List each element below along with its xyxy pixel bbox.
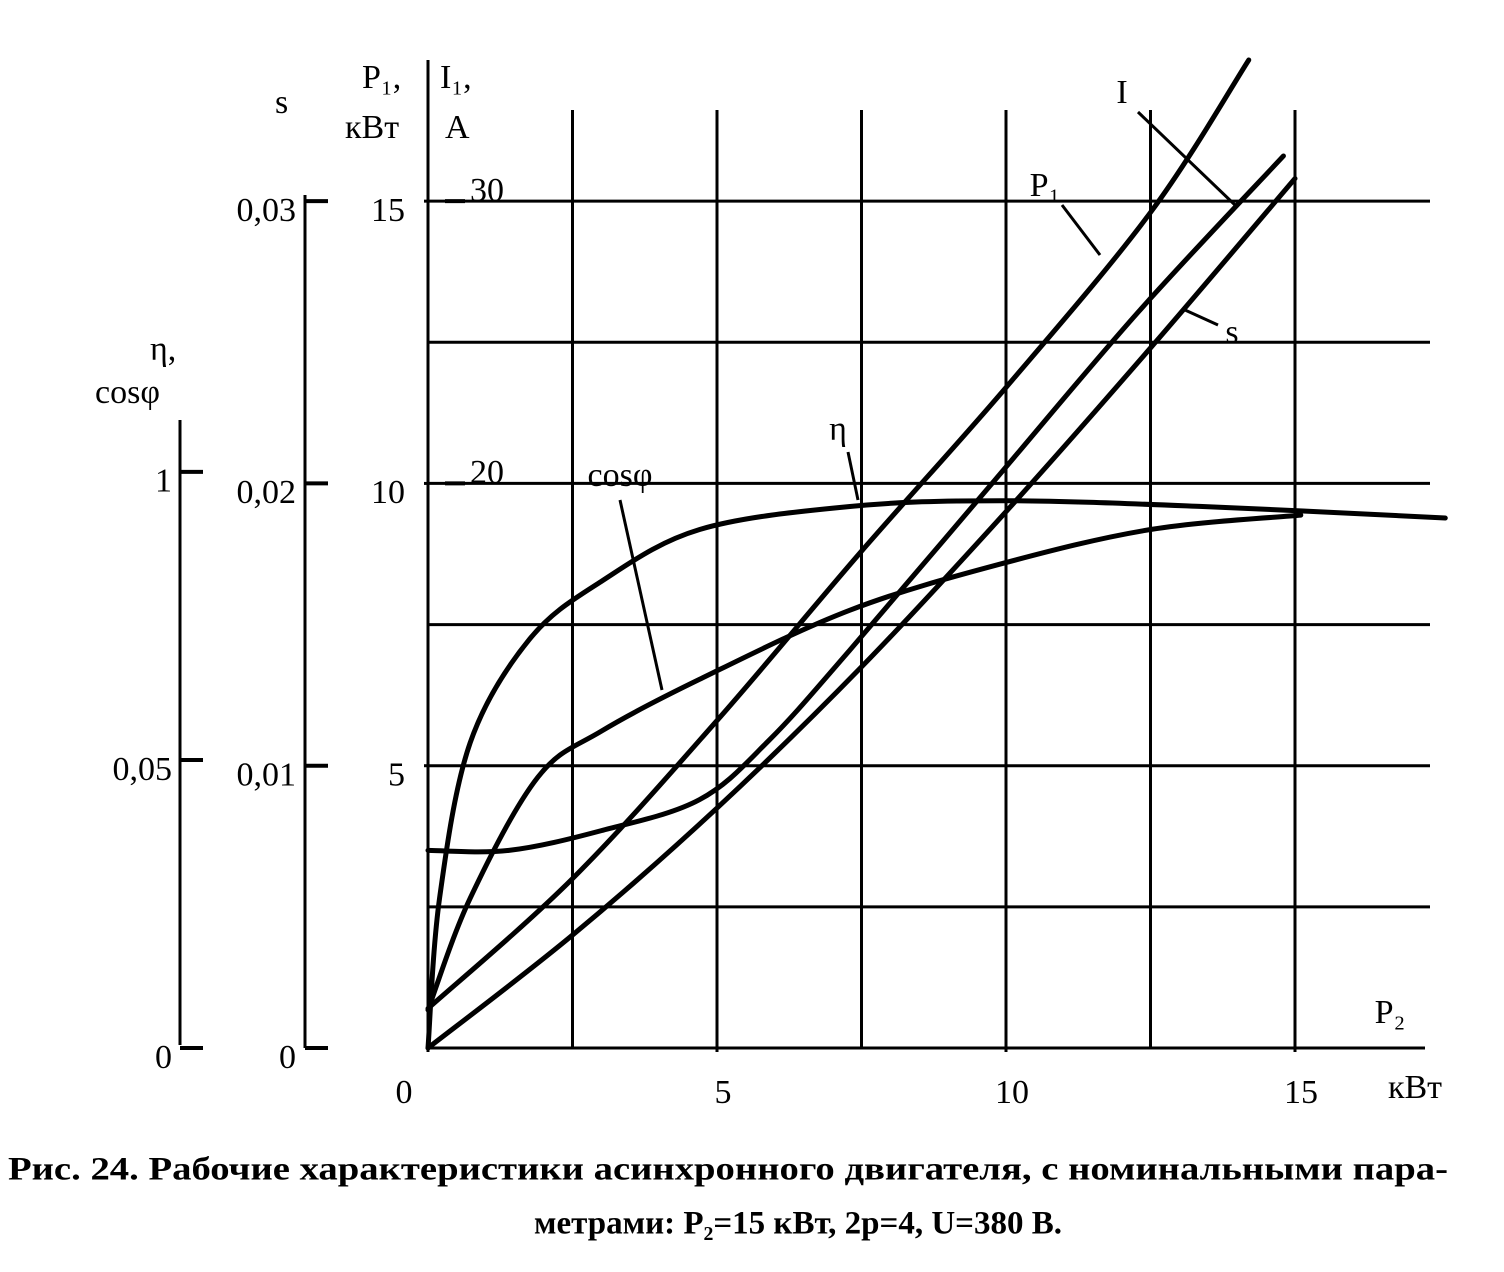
curve xyxy=(425,512,1304,1013)
y-tick-label: 5 xyxy=(388,757,405,794)
curve xyxy=(425,153,1286,855)
y-tick-label: 20 xyxy=(470,454,504,491)
series-label: cosφ xyxy=(588,457,653,494)
y-tick-label: 0,02 xyxy=(237,474,297,511)
curve xyxy=(425,176,1298,1051)
curve xyxy=(425,57,1252,1011)
y-axis-label: η, xyxy=(150,331,176,368)
x-tick-label: 15 xyxy=(1284,1074,1318,1111)
leader-line xyxy=(846,451,860,501)
x-tick-label: 0 xyxy=(396,1074,413,1111)
y-tick-label: 10 xyxy=(371,474,405,511)
curve xyxy=(425,498,1448,1051)
y-tick-label: 15 xyxy=(371,192,405,229)
y-axis-label: кВт xyxy=(345,109,399,146)
series-label: I xyxy=(1116,74,1127,111)
series-label: s xyxy=(1225,314,1238,351)
leader-line xyxy=(618,499,664,691)
y-axis-label: P₁, xyxy=(362,59,401,96)
leader-line xyxy=(1060,204,1102,256)
series-label: P₁ xyxy=(1030,167,1061,204)
y-axis-label: A xyxy=(445,109,470,146)
y-tick-label: 0,01 xyxy=(237,757,297,794)
leader-line xyxy=(1136,110,1237,207)
y-axis-label: s xyxy=(275,84,288,121)
x-axis-label: P₂ xyxy=(1375,994,1406,1031)
series-label: η xyxy=(829,411,847,448)
y-axis-label: cosφ xyxy=(95,374,160,411)
y-axis-label: I₁, xyxy=(440,59,472,96)
x-axis-label: кВт xyxy=(1388,1069,1442,1106)
caption: Рис. 24. Рабочие характеристики асинхрон… xyxy=(8,1152,1448,1188)
x-tick-label: 5 xyxy=(715,1074,732,1111)
y-tick-label: 0 xyxy=(155,1039,172,1076)
caption: метрами: P₂=15 кВт, 2p=4, U=380 В. xyxy=(534,1206,1062,1242)
y-tick-label: 0 xyxy=(279,1039,296,1076)
y-tick-label: 0,05 xyxy=(113,751,173,788)
x-tick-label: 10 xyxy=(995,1074,1029,1111)
leader-line xyxy=(1184,308,1219,327)
y-tick-label: 1 xyxy=(155,463,172,500)
y-tick-label: 30 xyxy=(470,172,504,209)
y-tick-label: 0,03 xyxy=(237,192,297,229)
